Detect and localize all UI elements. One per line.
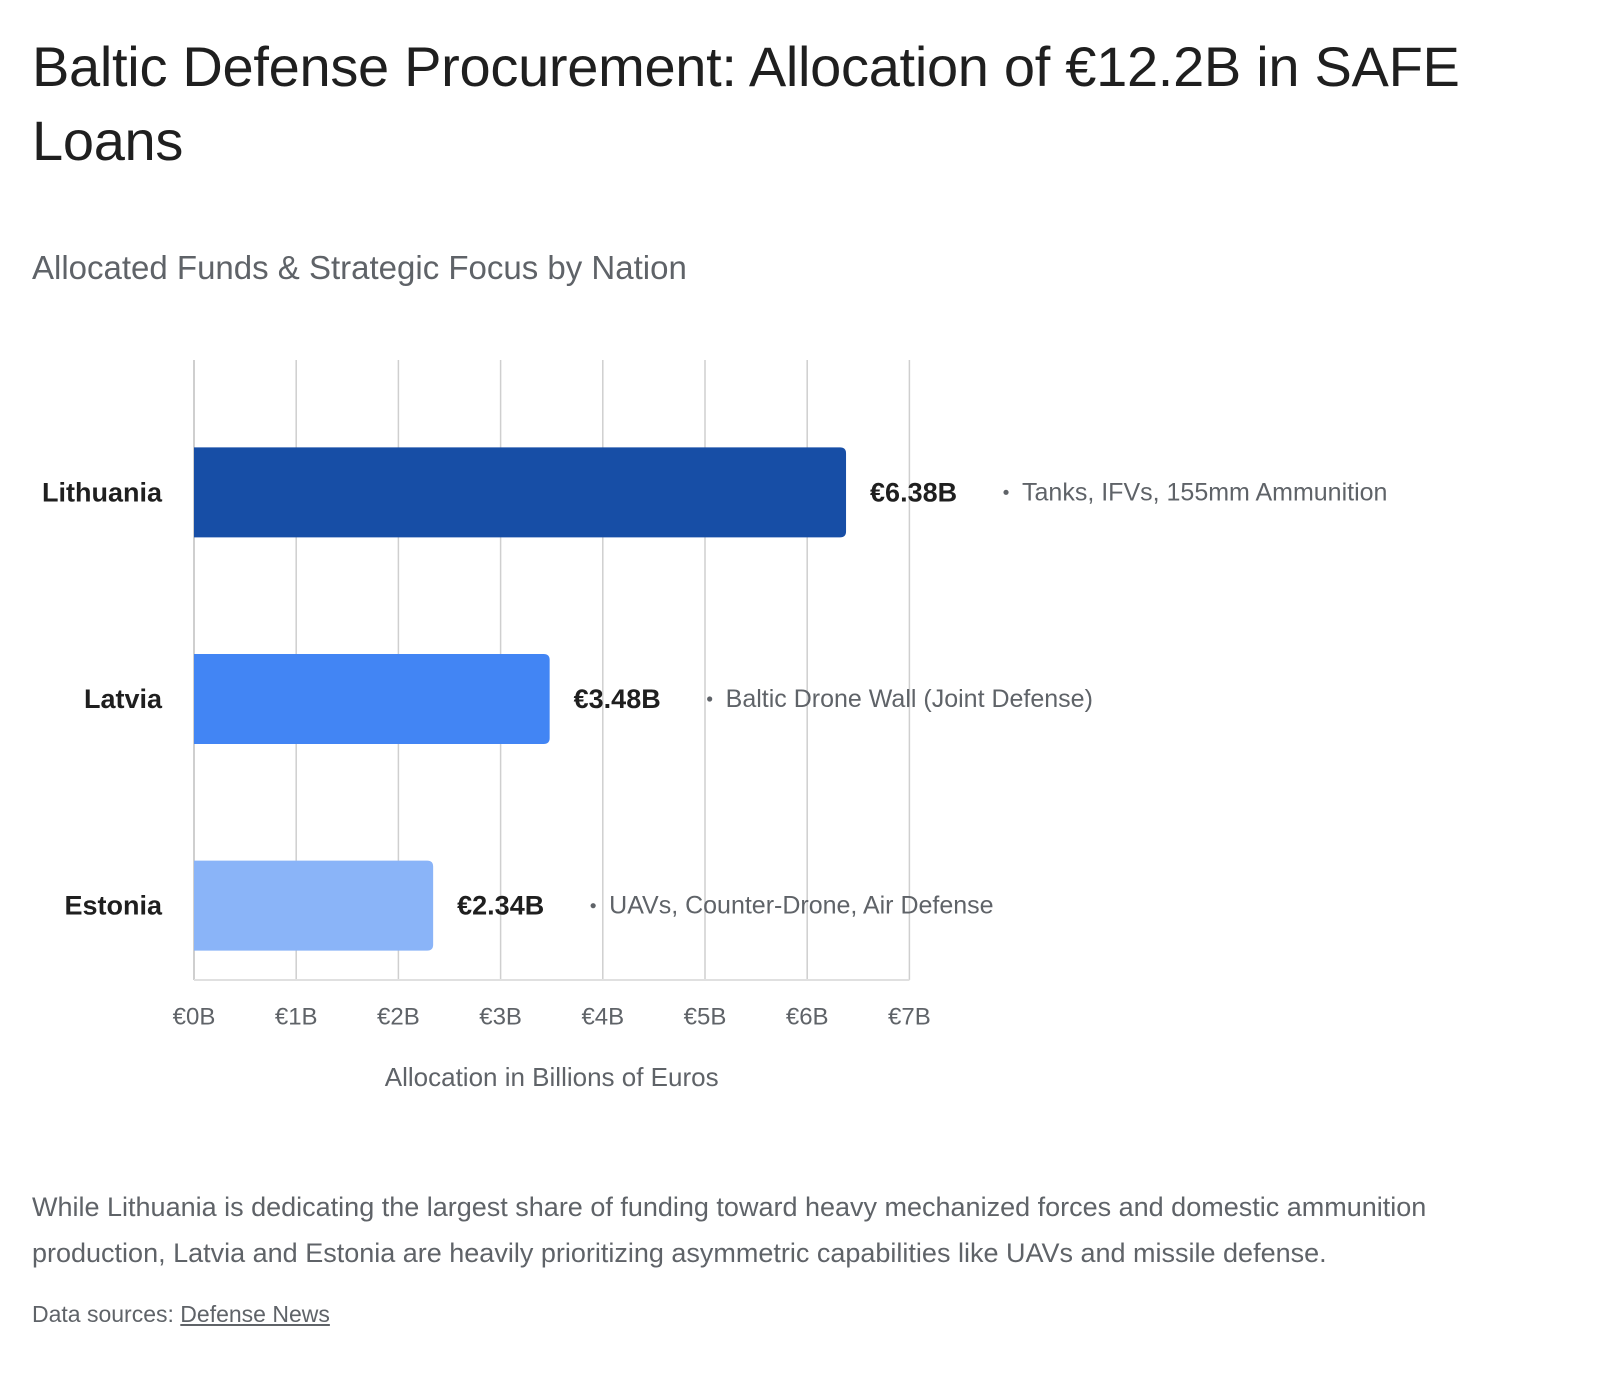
bar-chart: Lithuania €6.38B Tanks, IFVs, 155mm Ammuni… — [42, 360, 1387, 1092]
value-label-lithuania: €6.38B — [870, 477, 957, 507]
chart-title: Allocated Funds & Strategic Focus by Nat… — [32, 249, 687, 286]
category-label-estonia: Estonia — [64, 891, 163, 921]
x-tick-label-4: €4B — [581, 1004, 624, 1031]
bar-lithuania — [194, 447, 847, 538]
page-title: Baltic Defense Procurement: Allocation o… — [32, 35, 1460, 172]
annotation-bullet-latvia — [707, 696, 713, 702]
x-tick-label-1: €1B — [275, 1004, 318, 1031]
data-sources: Data sources: Defense News — [32, 1298, 330, 1330]
x-tick-label-0: €0B — [173, 1004, 216, 1031]
x-tick-label-5: €5B — [684, 1004, 727, 1031]
chart-narrative: While Lithuania is dedicating the larges… — [32, 1192, 1427, 1268]
x-tick-label-3: €3B — [479, 1004, 522, 1031]
data-sources-prefix: Data sources: — [32, 1301, 181, 1327]
x-tick-label-2: €2B — [377, 1004, 420, 1031]
x-tick-label-7: €7B — [888, 1004, 931, 1031]
annotation-estonia: UAVs, Counter-Drone, Air Defense — [609, 892, 993, 920]
category-label-latvia: Latvia — [84, 684, 163, 714]
bar-latvia — [194, 654, 550, 744]
source-link-defense-news[interactable]: Defense News — [180, 1301, 330, 1327]
annotation-lithuania: Tanks, IFVs, 155mm Ammunition — [1022, 478, 1387, 506]
annotation-latvia: Baltic Drone Wall (Joint Defense) — [726, 685, 1093, 713]
annotation-bullet-estonia — [590, 903, 596, 909]
value-label-estonia: €2.34B — [457, 891, 544, 921]
category-label-lithuania: Lithuania — [42, 477, 163, 507]
value-label-latvia: €3.48B — [574, 684, 661, 714]
bar-estonia — [194, 860, 434, 951]
x-axis-title: Allocation in Billions of Euros — [385, 1062, 719, 1092]
x-tick-label-6: €6B — [786, 1004, 829, 1031]
annotation-bullet-lithuania — [1003, 489, 1009, 495]
